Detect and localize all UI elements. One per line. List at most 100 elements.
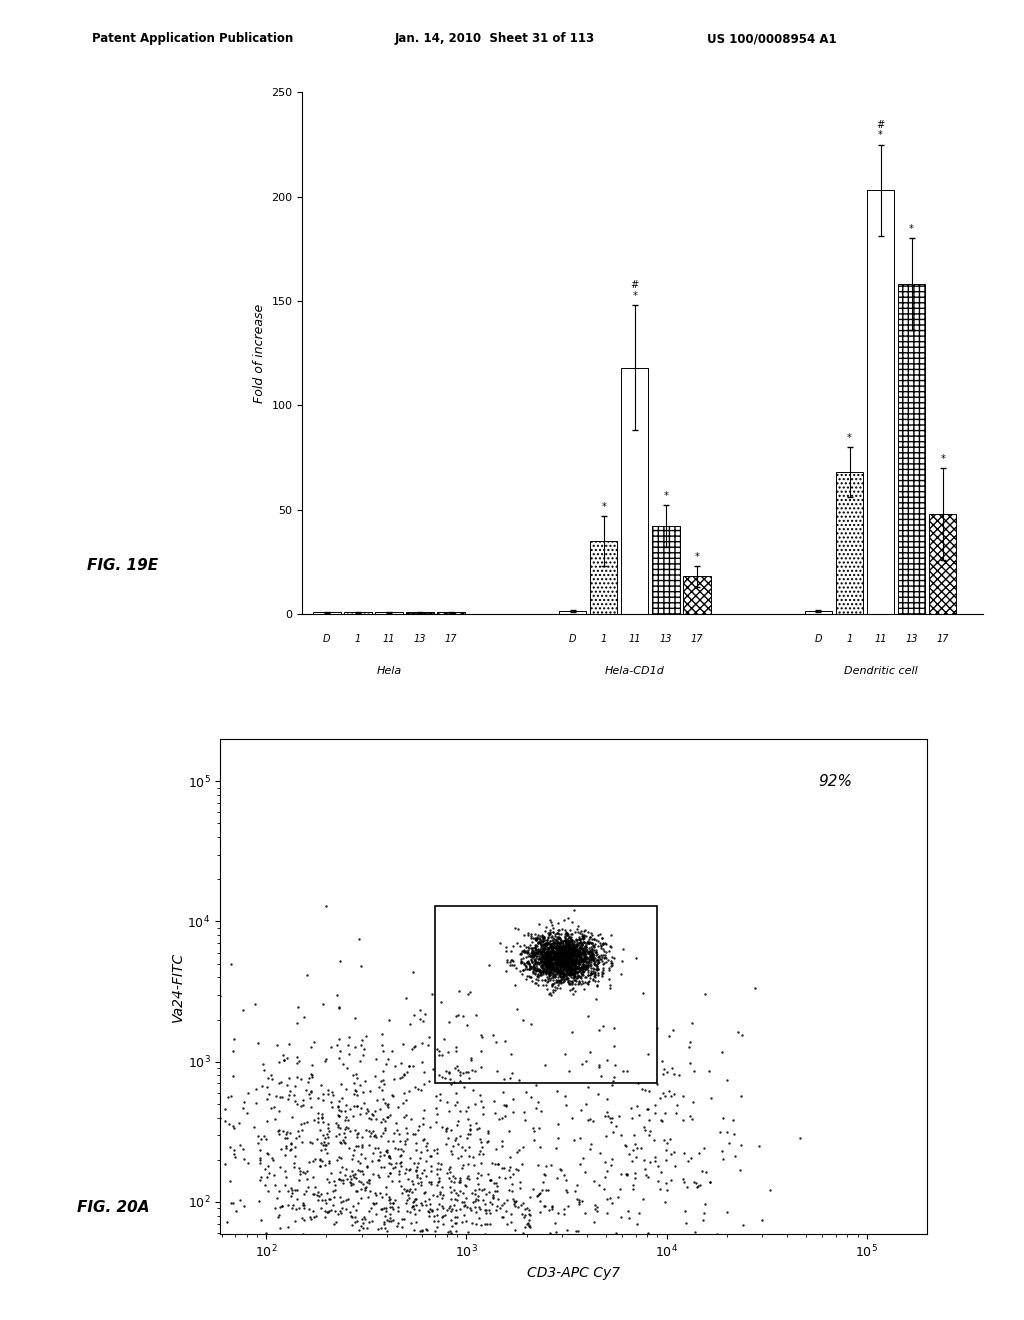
Point <box>558 942 574 964</box>
Point <box>526 939 543 960</box>
Point <box>477 1183 494 1204</box>
Point <box>389 1138 406 1159</box>
Point <box>562 950 579 972</box>
Point <box>526 953 543 974</box>
Point <box>355 1164 372 1185</box>
Point <box>534 949 550 970</box>
Point <box>719 1121 735 1142</box>
Point <box>535 1172 551 1193</box>
Point <box>252 1150 268 1171</box>
Point <box>518 956 535 977</box>
Point <box>544 949 560 970</box>
Point <box>322 1171 338 1192</box>
Point <box>583 945 599 966</box>
Point <box>545 921 561 942</box>
Point <box>547 979 563 1001</box>
Point <box>300 1176 316 1197</box>
Point <box>514 1154 530 1175</box>
Point <box>557 935 573 956</box>
Point <box>432 1159 449 1180</box>
Point <box>398 1189 415 1210</box>
Point <box>555 946 571 968</box>
Point <box>715 1148 731 1170</box>
Point <box>543 940 559 961</box>
Point <box>550 936 566 957</box>
Point <box>212 1107 228 1129</box>
Point <box>250 1133 266 1154</box>
Point <box>535 928 551 949</box>
Point <box>556 949 572 970</box>
Point <box>596 945 612 966</box>
Point <box>305 1031 322 1052</box>
Point <box>628 1162 644 1183</box>
Point <box>254 1076 270 1097</box>
Point <box>539 948 555 969</box>
Point <box>555 957 571 978</box>
Point <box>353 1179 370 1200</box>
Point <box>535 933 551 954</box>
Point <box>519 936 536 957</box>
Point <box>567 950 584 972</box>
Point <box>556 937 572 958</box>
Point <box>583 940 599 961</box>
Point <box>562 966 579 987</box>
Point <box>349 1210 366 1232</box>
Point <box>331 1106 347 1127</box>
Point <box>558 954 574 975</box>
Point <box>528 960 545 981</box>
Point <box>565 941 582 962</box>
Point <box>572 944 589 965</box>
Point <box>514 1204 530 1225</box>
Point <box>569 957 586 978</box>
Point <box>630 1073 646 1094</box>
Point <box>303 1067 319 1088</box>
Point <box>552 954 568 975</box>
Point <box>318 895 335 916</box>
Point <box>595 939 611 960</box>
Point <box>539 941 555 962</box>
Point <box>547 945 563 966</box>
Point <box>310 1107 327 1129</box>
Point <box>567 936 584 957</box>
Point <box>524 957 541 978</box>
Point <box>392 1068 409 1089</box>
Point <box>577 956 593 977</box>
Point <box>571 929 588 950</box>
Point <box>358 1119 375 1140</box>
Point <box>582 945 598 966</box>
Point <box>455 1212 471 1233</box>
Point <box>537 936 553 957</box>
Point <box>327 1179 343 1200</box>
Point <box>387 1056 403 1077</box>
Point <box>259 1076 275 1097</box>
Point <box>575 931 592 952</box>
Point <box>559 924 575 945</box>
Point <box>544 929 560 950</box>
Point <box>316 1206 333 1228</box>
Text: 1: 1 <box>847 634 853 644</box>
Point <box>548 939 564 960</box>
Point <box>565 957 582 978</box>
Point <box>531 948 548 969</box>
Point <box>676 1143 692 1164</box>
Point <box>535 961 551 982</box>
Point <box>583 964 599 985</box>
Point <box>515 940 531 961</box>
Point <box>555 950 571 972</box>
Point <box>558 956 574 977</box>
Point <box>603 1154 620 1175</box>
Point <box>379 1166 395 1187</box>
Point <box>561 931 578 952</box>
Point <box>390 1196 407 1217</box>
Point <box>545 945 561 966</box>
Point <box>477 1193 494 1214</box>
Point <box>406 1220 422 1241</box>
Point <box>509 1159 525 1180</box>
Point <box>333 1203 349 1224</box>
Point <box>566 945 583 966</box>
Point <box>540 932 556 953</box>
Point <box>522 942 539 964</box>
Point <box>563 956 580 977</box>
Point <box>532 960 549 981</box>
Point <box>570 973 587 994</box>
